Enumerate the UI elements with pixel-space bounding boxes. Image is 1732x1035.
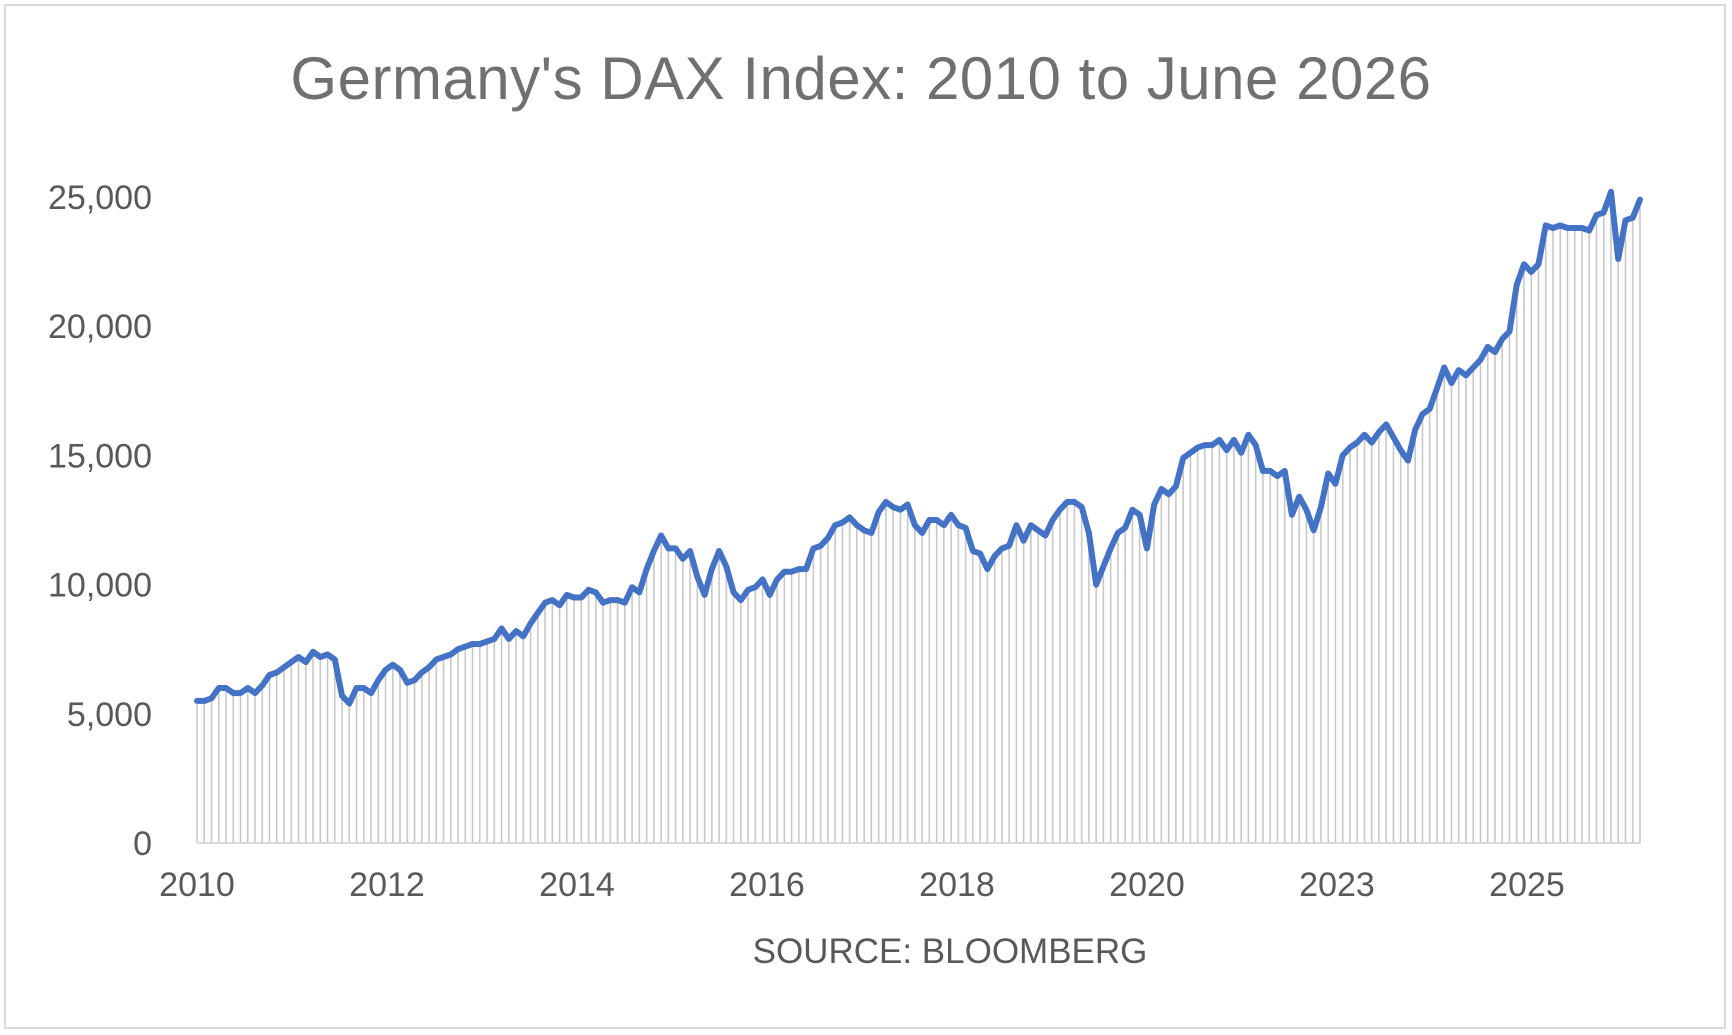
x-tick-label: 2016: [729, 866, 805, 904]
series-line: [194, 188, 1643, 707]
x-tick-label: 2020: [1109, 866, 1185, 904]
y-tick-label: 15,000: [48, 437, 152, 475]
chart-frame: [4, 4, 1726, 1029]
x-axis-label: SOURCE: BLOOMBERG: [752, 932, 1148, 971]
y-tick-label: 20,000: [48, 308, 152, 346]
x-tick-label: 2012: [349, 866, 425, 904]
y-tick-label: 10,000: [48, 567, 152, 605]
y-axis-ticks: 0 5,000 10,000 15,000 20,000 25,000: [48, 179, 152, 863]
x-tick-label: 2023: [1299, 866, 1375, 904]
x-tick-label: 2010: [159, 866, 235, 904]
y-tick-label: 5,000: [67, 696, 152, 734]
x-axis-ticks: 2010 2012 2014 2016 2018 2020 2023 2025: [159, 866, 1565, 904]
y-tick-label: 0: [133, 825, 152, 863]
x-tick-label: 2018: [919, 866, 995, 904]
y-tick-label: 25,000: [48, 179, 152, 217]
x-tick-label: 2014: [539, 866, 615, 904]
chart-title: Germany's DAX Index: 2010 to June 2026: [290, 45, 1432, 112]
x-tick-label: 2025: [1489, 866, 1565, 904]
drop-lines: [196, 191, 1641, 843]
